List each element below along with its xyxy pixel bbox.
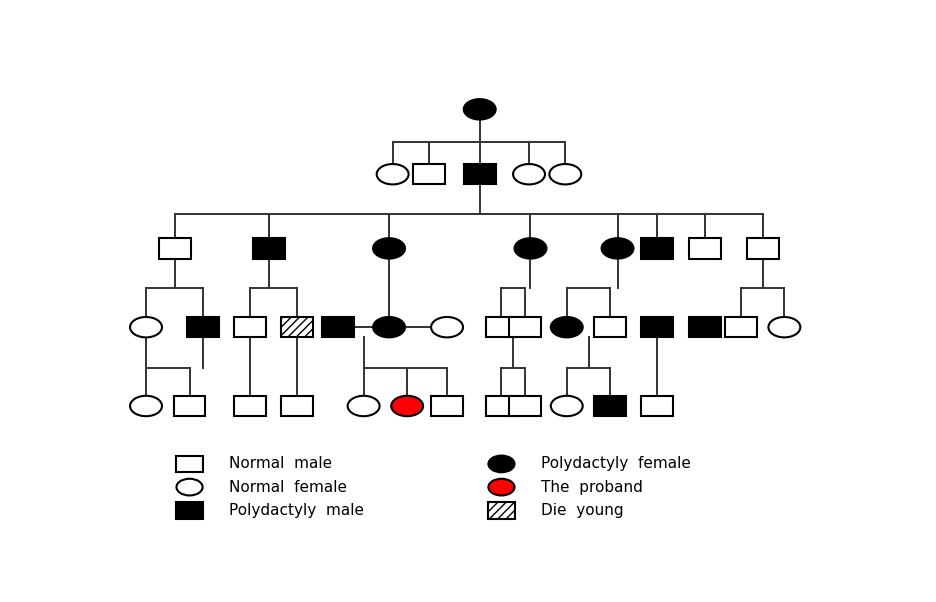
Bar [689, 317, 721, 337]
Circle shape [549, 164, 581, 184]
Text: Normal  male: Normal male [229, 456, 332, 471]
Circle shape [391, 396, 423, 416]
Bar [486, 396, 518, 416]
Text: Polydactyly  male: Polydactyly male [229, 503, 364, 518]
Circle shape [768, 317, 800, 337]
Bar [509, 396, 541, 416]
Text: Normal  female: Normal female [229, 480, 347, 495]
Text: The  proband: The proband [541, 480, 643, 495]
Bar [177, 502, 202, 519]
Bar [509, 317, 541, 337]
Circle shape [550, 396, 583, 416]
Circle shape [376, 164, 409, 184]
Bar [689, 238, 721, 259]
Circle shape [130, 396, 162, 416]
Circle shape [373, 238, 405, 259]
Circle shape [515, 238, 547, 259]
Circle shape [130, 317, 162, 337]
Bar [322, 317, 354, 337]
Bar [431, 396, 463, 416]
Text: Die  young: Die young [541, 503, 624, 518]
Bar [173, 396, 206, 416]
Bar [281, 317, 313, 337]
Bar [594, 396, 626, 416]
Circle shape [550, 317, 583, 337]
Bar [281, 396, 313, 416]
Bar [489, 502, 515, 519]
Circle shape [463, 99, 496, 120]
Bar [254, 238, 285, 259]
Bar [463, 164, 496, 184]
Bar [489, 502, 515, 519]
Bar [724, 317, 757, 337]
Bar [486, 317, 518, 337]
Circle shape [347, 396, 380, 416]
Circle shape [489, 479, 515, 495]
Circle shape [489, 456, 515, 473]
Circle shape [431, 317, 463, 337]
Circle shape [177, 479, 202, 495]
Text: Polydactyly  female: Polydactyly female [541, 456, 691, 471]
Bar [281, 317, 313, 337]
Bar [234, 396, 266, 416]
Bar [641, 317, 673, 337]
Bar [177, 456, 202, 473]
Bar [747, 238, 779, 259]
Bar [159, 238, 191, 259]
Bar [641, 396, 673, 416]
Bar [234, 317, 266, 337]
Bar [641, 238, 673, 259]
Circle shape [373, 317, 405, 337]
Bar [186, 317, 219, 337]
Circle shape [602, 238, 634, 259]
Bar [594, 317, 626, 337]
Circle shape [513, 164, 545, 184]
Bar [413, 164, 445, 184]
